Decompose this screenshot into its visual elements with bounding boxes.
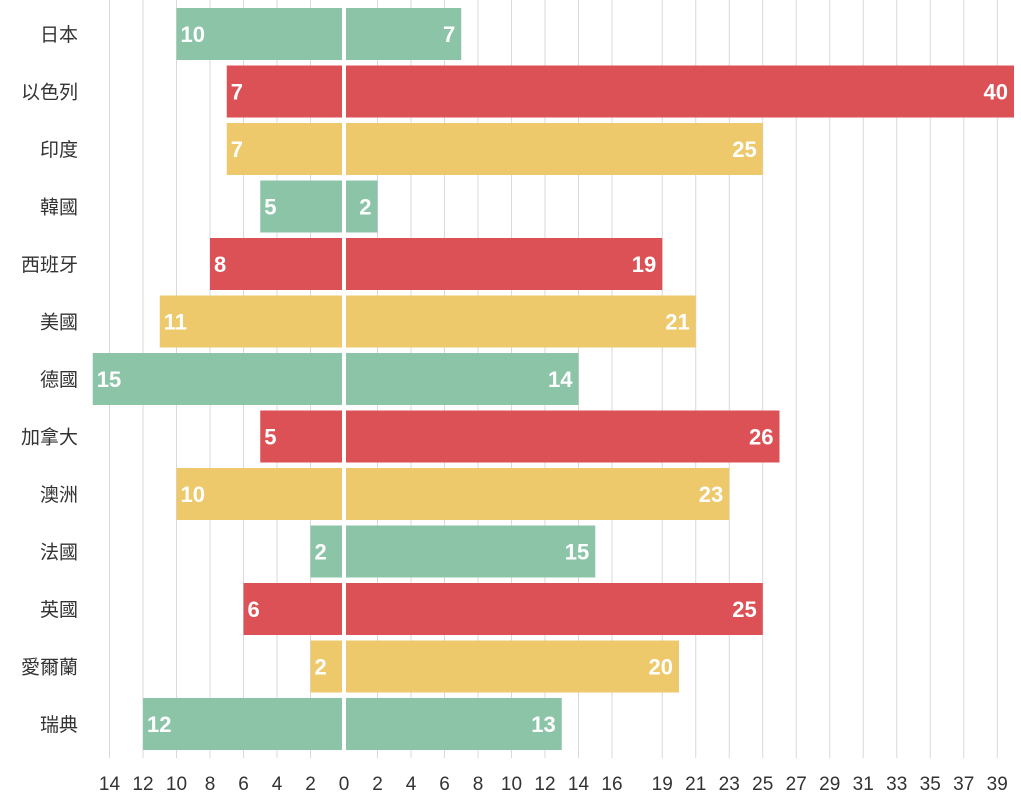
- bar-right-label: 13: [531, 712, 555, 737]
- bar-right: [344, 525, 596, 578]
- bar-left-label: 8: [214, 252, 226, 277]
- bar-right-label: 40: [984, 80, 1008, 105]
- tick-label-right: 14: [568, 774, 590, 795]
- bar-right-label: 20: [649, 655, 673, 680]
- bar-left: [310, 525, 344, 578]
- tick-label-right: 23: [719, 774, 740, 795]
- bar-right: [344, 583, 763, 635]
- bar-left-label: 12: [147, 712, 171, 737]
- tick-label-right: 4: [406, 774, 417, 795]
- bar-right-label: 25: [732, 137, 756, 162]
- bar-right: [344, 410, 780, 463]
- bar-right-label: 25: [732, 597, 756, 622]
- category-label: 以色列: [21, 82, 78, 104]
- tick-label-right: 31: [853, 774, 874, 795]
- tick-label-right: 19: [652, 774, 673, 795]
- category-label: 西班牙: [21, 254, 78, 276]
- bar-right-label: 23: [699, 482, 723, 507]
- bar-left: [260, 410, 344, 463]
- tick-label-right: 12: [534, 774, 555, 795]
- bar-right: [344, 468, 730, 520]
- category-label: 瑞典: [40, 714, 78, 736]
- tick-label-right: 39: [987, 774, 1008, 795]
- category-label: 澳洲: [40, 484, 78, 506]
- tick-label-right: 29: [819, 774, 840, 795]
- tick-label-right: 16: [601, 774, 622, 795]
- bar-left-label: 10: [181, 22, 205, 47]
- tick-label-left: 8: [205, 774, 216, 795]
- bar-right: [344, 123, 763, 175]
- bar-right-label: 21: [665, 310, 689, 335]
- tick-label-right: 37: [953, 774, 974, 795]
- tick-label-left: 10: [166, 774, 187, 795]
- bar-right: [344, 8, 462, 60]
- tick-label-right: 8: [473, 774, 484, 795]
- bar-right: [344, 353, 579, 405]
- bar-left-label: 11: [164, 310, 187, 335]
- tick-label-left: 2: [305, 774, 316, 795]
- bar-left: [310, 640, 344, 693]
- bar-right-label: 26: [749, 425, 773, 450]
- bar-left-label: 7: [231, 137, 243, 162]
- category-label: 法國: [40, 542, 78, 564]
- tick-label-left: 14: [99, 774, 121, 795]
- category-label: 日本: [40, 24, 78, 46]
- category-label: 韓國: [40, 197, 78, 219]
- bar-left: [159, 295, 344, 348]
- bar-right-label: 15: [565, 540, 589, 565]
- category-label: 美國: [40, 312, 78, 334]
- category-label: 印度: [40, 139, 78, 161]
- bar-right-label: 7: [443, 22, 455, 47]
- bar-left-label: 2: [315, 540, 327, 565]
- tick-label-right: 21: [685, 774, 706, 795]
- bar-left-label: 5: [264, 425, 276, 450]
- bar-left-label: 7: [231, 80, 243, 105]
- bar-left: [92, 353, 344, 405]
- bar-right-label: 19: [632, 252, 656, 277]
- bar-left: [243, 583, 344, 635]
- tick-label-right: 2: [372, 774, 383, 795]
- bar-left: [260, 180, 344, 233]
- bar-right-label: 14: [548, 367, 573, 392]
- tick-label-right: 25: [752, 774, 773, 795]
- bar-left: [226, 123, 344, 175]
- tick-label-right: 6: [439, 774, 450, 795]
- bar-left-label: 5: [264, 195, 276, 220]
- category-label: 加拿大: [21, 426, 78, 449]
- tick-label-right: 27: [786, 774, 807, 795]
- bar-left: [176, 8, 344, 60]
- category-label: 愛爾蘭: [21, 657, 78, 679]
- bar-left: [143, 698, 344, 750]
- category-label: 德國: [40, 369, 78, 391]
- bar-left: [226, 65, 344, 118]
- tick-label-right: 35: [920, 774, 941, 795]
- bar-right: [344, 238, 663, 290]
- category-label: 英國: [40, 599, 78, 621]
- tick-label-left: 12: [132, 774, 153, 795]
- bar-left: [210, 238, 344, 290]
- bar-left: [176, 468, 344, 520]
- bar-left-label: 10: [181, 482, 205, 507]
- tick-label-right: 10: [501, 774, 522, 795]
- tick-label-right: 33: [886, 774, 907, 795]
- bar-right: [344, 65, 1014, 118]
- tick-label-left: 4: [272, 774, 283, 795]
- bar-right: [344, 698, 562, 750]
- bar-right-label: 2: [359, 195, 371, 220]
- bar-right: [344, 640, 679, 693]
- bar-left-label: 2: [315, 655, 327, 680]
- tick-label-left: 0: [339, 774, 350, 795]
- bar-right: [344, 180, 378, 233]
- bar-right: [344, 295, 696, 348]
- bar-left-label: 6: [248, 597, 260, 622]
- bar-left-label: 15: [97, 367, 121, 392]
- tick-label-left: 6: [238, 774, 249, 795]
